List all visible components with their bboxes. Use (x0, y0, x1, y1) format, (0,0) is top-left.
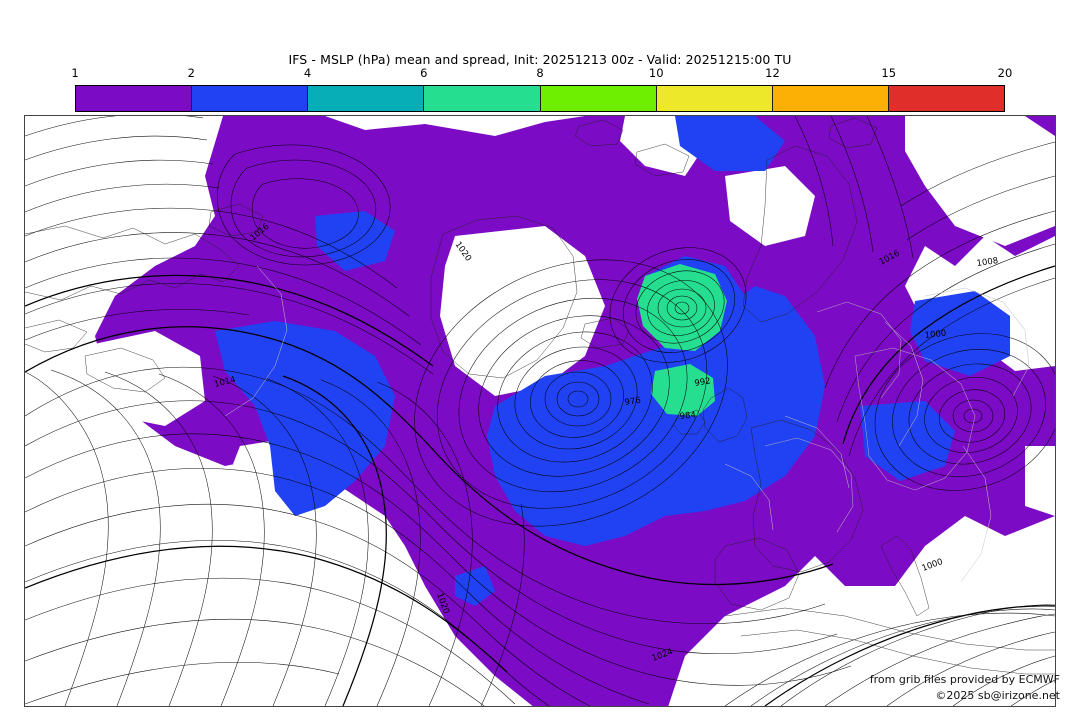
svg-text:984: 984 (679, 410, 696, 422)
svg-text:1008: 1008 (976, 256, 999, 269)
colorbar-tick-6: 6 (420, 66, 428, 80)
attribution-source: from grib files provided by ECMWF (869, 673, 1060, 686)
colorbar-segments (75, 85, 1005, 112)
mslp-contours (25, 116, 1055, 706)
colorbar-tick-15: 15 (881, 66, 897, 80)
colorbar-segment-1 (76, 86, 193, 111)
colorbar-segment-3 (308, 86, 425, 111)
svg-text:976: 976 (624, 396, 641, 408)
colorbar-tick-2: 2 (187, 66, 195, 80)
page-title: IFS - MSLP (hPa) mean and spread, Init: … (288, 52, 792, 67)
colorbar-segment-7 (772, 86, 889, 111)
colorbar (75, 85, 1005, 112)
spread-band-6-8 (637, 264, 727, 416)
colorbar-segment-2 (192, 86, 309, 111)
colorbar-tick-8: 8 (536, 66, 544, 80)
colorbar-tick-1: 1 (71, 66, 79, 80)
map-panel[interactable]: 1014 1016 1020 976 984 1016 1000 1008 10… (24, 115, 1056, 707)
svg-text:1000: 1000 (924, 329, 947, 341)
colorbar-tick-labels: 1 2 4 6 8 10 12 15 20 (71, 66, 1012, 82)
colorbar-tick-10: 10 (648, 66, 664, 80)
colorbar-tick-20: 20 (997, 66, 1013, 80)
colorbar-segment-8 (888, 86, 1004, 111)
mslp-contours-bold (25, 265, 1055, 706)
colorbar-tick-4: 4 (303, 66, 312, 80)
political-borders (224, 265, 992, 583)
colorbar-segment-4 (424, 86, 541, 111)
colorbar-segment-6 (656, 86, 773, 111)
colorbar-tick-12: 12 (765, 66, 780, 80)
colorbar-segment-5 (540, 86, 657, 111)
map-canvas: 1014 1016 1020 976 984 1016 1000 1008 10… (25, 116, 1055, 706)
coastlines (25, 117, 1055, 675)
attribution-copyright: ©2025 sb@irizone.net (935, 689, 1060, 702)
svg-text:992: 992 (694, 376, 712, 389)
